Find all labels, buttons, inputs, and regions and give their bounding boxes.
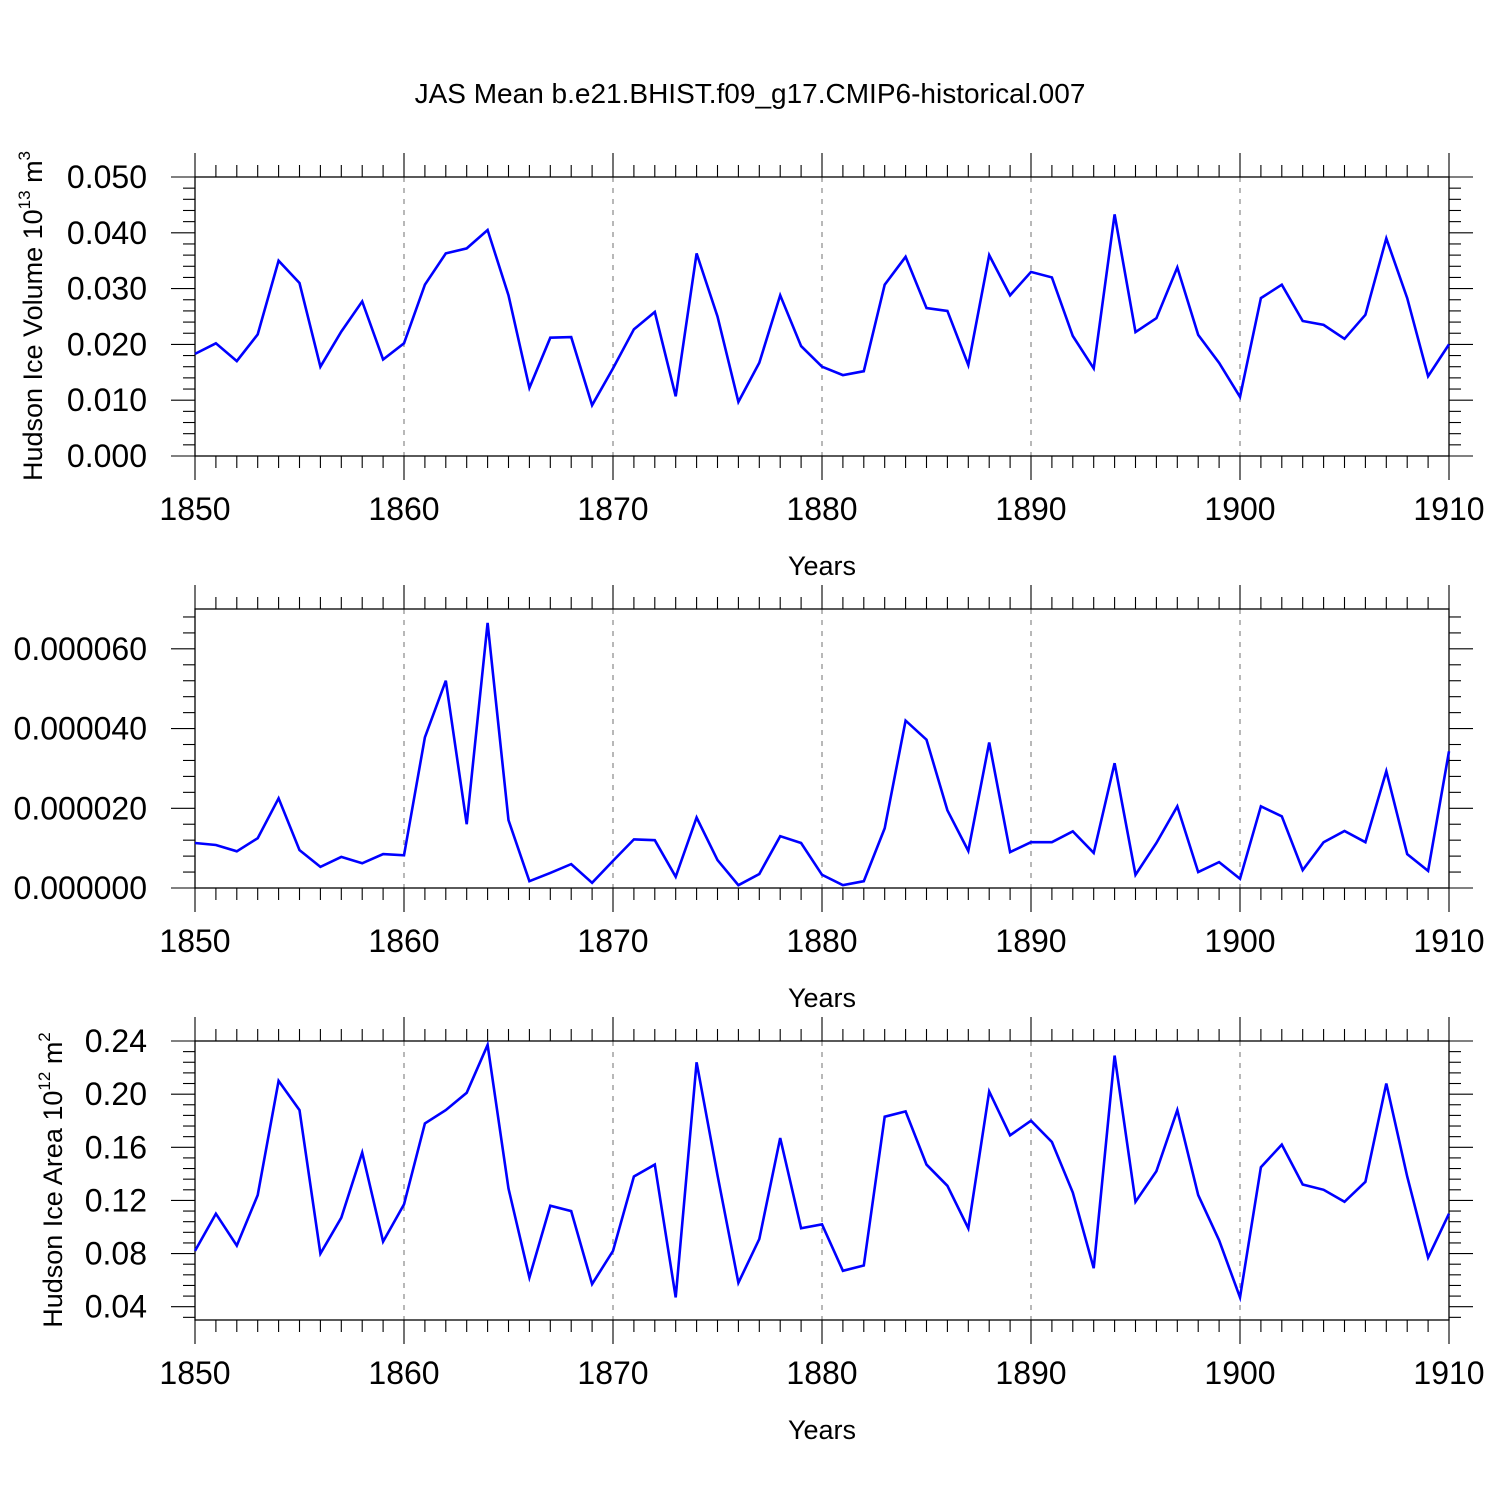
y-tick-label: 0.12	[85, 1182, 147, 1218]
plot-frame	[194, 608, 1450, 889]
series-line	[193, 1040, 1451, 1303]
series-line	[194, 214, 1451, 409]
y-tick-label: 0.050	[67, 159, 147, 195]
y-tick-label: 0.04	[85, 1289, 147, 1325]
y-tick-label: 0.000020	[14, 790, 147, 826]
series-line	[194, 622, 1451, 887]
panel-3: 1850 1860 1870 1880 1890 1900 1910 Years 0.04 0.0…	[35, 1017, 1485, 1445]
x-tick-label: 1900	[1204, 491, 1275, 527]
y-tick-label: 0.08	[85, 1236, 147, 1272]
y-tick-label: 0.000060	[14, 631, 147, 667]
y-tick-label: 0.030	[67, 271, 147, 307]
x-axis-label: Years	[788, 551, 856, 581]
x-tick-label: 1870	[577, 491, 648, 527]
x-tick-label: 1890	[995, 923, 1066, 959]
x-axis-label: Years	[788, 1415, 856, 1445]
x-tick-label: 1880	[786, 491, 857, 527]
x-axis-label: Years	[788, 983, 856, 1013]
plot-frame	[194, 176, 1450, 457]
y-tick-label: 0.20	[85, 1076, 147, 1112]
x-tick-label: 1880	[786, 923, 857, 959]
x-tick-label: 1860	[368, 491, 439, 527]
y-tick-label: 0.000040	[14, 711, 147, 747]
x-tick-label: 1910	[1413, 923, 1484, 959]
x-tick-label: 1910	[1413, 1355, 1484, 1391]
y-tick-label: 0.020	[67, 326, 147, 362]
plot-frame	[194, 1040, 1450, 1321]
y-axis-label: Hudson Ice Volume 1013 m3	[15, 151, 48, 481]
y-tick-label: 0.000	[67, 438, 147, 474]
x-tick-label: 1860	[368, 1355, 439, 1391]
y-tick-label: 0.040	[67, 215, 147, 251]
y-tick-label: 0.16	[85, 1129, 147, 1165]
x-tick-label: 1910	[1413, 491, 1484, 527]
y-axis-label: Hudson Ice Area 1012 m2	[35, 1032, 68, 1328]
x-tick-label: 1890	[995, 491, 1066, 527]
x-tick-label: 1900	[1204, 923, 1275, 959]
y-tick-label: 0.010	[67, 382, 147, 418]
x-tick-label: 1880	[786, 1355, 857, 1391]
x-tick-label: 1850	[159, 923, 230, 959]
panel-2: 1850 1860 1870 1880 1890 1900 1910 Years 0.00000…	[14, 585, 1485, 1013]
x-tick-label: 1890	[995, 1355, 1066, 1391]
x-tick-label: 1870	[577, 1355, 648, 1391]
y-tick-label: 0.000000	[14, 870, 147, 906]
panel-1: 1850 1860 1870 1880 1890 1900 1910 Years 0.000 0.…	[15, 151, 1485, 581]
x-tick-label: 1850	[159, 1355, 230, 1391]
x-tick-label: 1860	[368, 923, 439, 959]
x-tick-label: 1850	[159, 491, 230, 527]
x-tick-label: 1900	[1204, 1355, 1275, 1391]
page-title: JAS Mean b.e21.BHIST.f09_g17.CMIP6-histo…	[414, 78, 1086, 109]
x-tick-label: 1870	[577, 923, 648, 959]
y-tick-label: 0.24	[85, 1023, 147, 1059]
